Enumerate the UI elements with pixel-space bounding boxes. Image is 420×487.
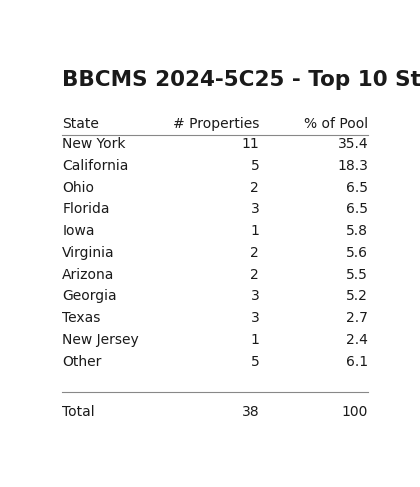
Text: 1: 1 bbox=[250, 224, 259, 238]
Text: Total: Total bbox=[62, 405, 95, 419]
Text: 1: 1 bbox=[250, 333, 259, 347]
Text: 5.8: 5.8 bbox=[346, 224, 368, 238]
Text: Georgia: Georgia bbox=[62, 289, 117, 303]
Text: California: California bbox=[62, 159, 129, 173]
Text: # Properties: # Properties bbox=[173, 116, 259, 131]
Text: BBCMS 2024-5C25 - Top 10 States: BBCMS 2024-5C25 - Top 10 States bbox=[62, 70, 420, 90]
Text: 6.5: 6.5 bbox=[346, 181, 368, 195]
Text: 2: 2 bbox=[250, 268, 259, 281]
Text: 35.4: 35.4 bbox=[338, 137, 368, 151]
Text: 3: 3 bbox=[250, 289, 259, 303]
Text: 5.6: 5.6 bbox=[346, 246, 368, 260]
Text: 38: 38 bbox=[241, 405, 259, 419]
Text: 100: 100 bbox=[342, 405, 368, 419]
Text: New York: New York bbox=[62, 137, 126, 151]
Text: 5: 5 bbox=[250, 355, 259, 369]
Text: Virginia: Virginia bbox=[62, 246, 115, 260]
Text: 5.2: 5.2 bbox=[346, 289, 368, 303]
Text: New Jersey: New Jersey bbox=[62, 333, 139, 347]
Text: Texas: Texas bbox=[62, 311, 101, 325]
Text: Other: Other bbox=[62, 355, 102, 369]
Text: State: State bbox=[62, 116, 99, 131]
Text: Florida: Florida bbox=[62, 203, 110, 216]
Text: 11: 11 bbox=[241, 137, 259, 151]
Text: 5: 5 bbox=[250, 159, 259, 173]
Text: Arizona: Arizona bbox=[62, 268, 115, 281]
Text: 6.1: 6.1 bbox=[346, 355, 368, 369]
Text: 5.5: 5.5 bbox=[346, 268, 368, 281]
Text: 3: 3 bbox=[250, 311, 259, 325]
Text: 3: 3 bbox=[250, 203, 259, 216]
Text: 18.3: 18.3 bbox=[337, 159, 368, 173]
Text: 2: 2 bbox=[250, 181, 259, 195]
Text: 2.7: 2.7 bbox=[346, 311, 368, 325]
Text: Ohio: Ohio bbox=[62, 181, 94, 195]
Text: % of Pool: % of Pool bbox=[304, 116, 368, 131]
Text: 6.5: 6.5 bbox=[346, 203, 368, 216]
Text: Iowa: Iowa bbox=[62, 224, 95, 238]
Text: 2: 2 bbox=[250, 246, 259, 260]
Text: 2.4: 2.4 bbox=[346, 333, 368, 347]
